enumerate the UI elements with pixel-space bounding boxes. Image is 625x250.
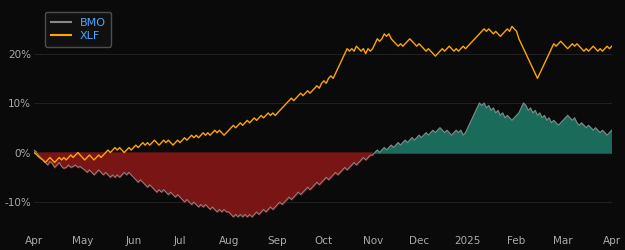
Legend: BMO, XLF: BMO, XLF [45,12,111,47]
